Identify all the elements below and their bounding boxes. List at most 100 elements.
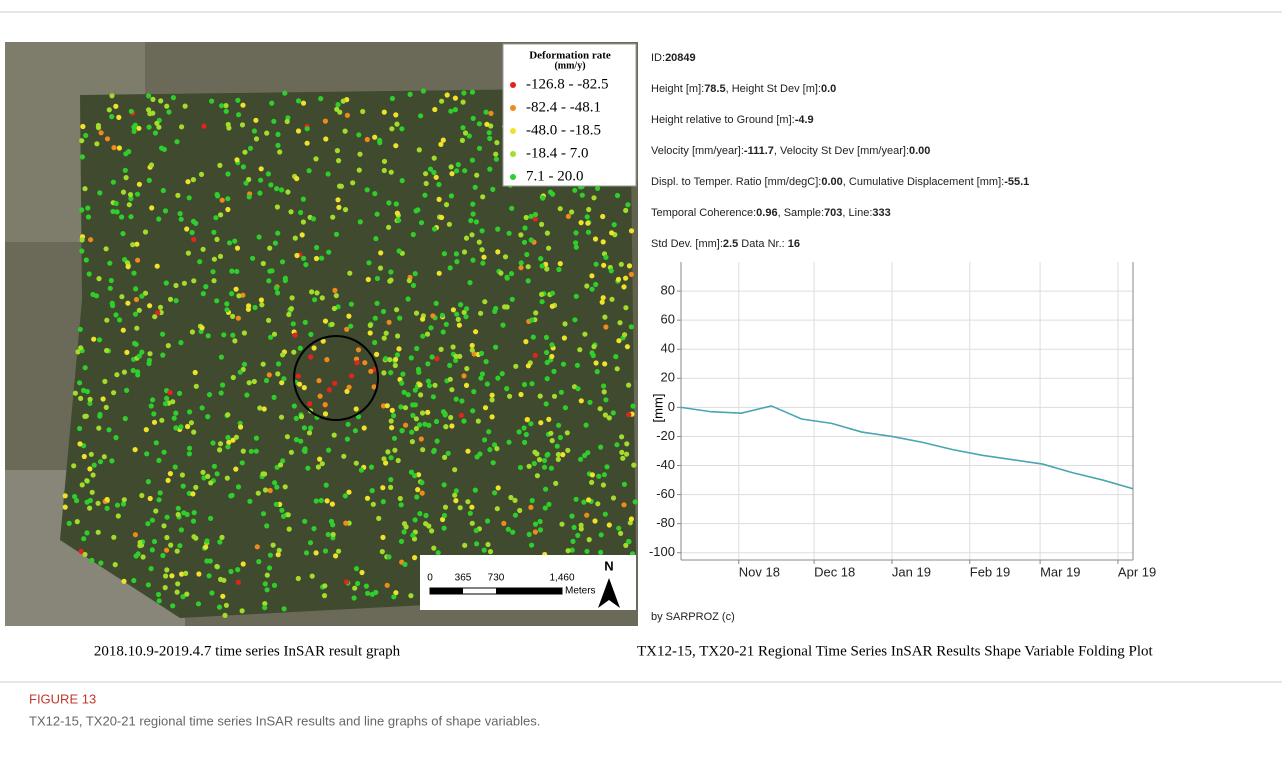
map-point bbox=[498, 271, 503, 276]
map-point bbox=[463, 314, 468, 319]
map-point bbox=[232, 239, 237, 244]
map-point bbox=[298, 210, 303, 215]
map-point bbox=[449, 164, 454, 169]
map-point bbox=[150, 518, 155, 523]
map-point bbox=[386, 554, 391, 559]
map-point bbox=[224, 307, 229, 312]
map-point bbox=[134, 326, 139, 331]
y-tick-label: 80 bbox=[661, 283, 675, 298]
map-legend: Deformation rate (mm/y) -126.8 - -82.5-8… bbox=[503, 44, 636, 186]
map-point bbox=[390, 96, 395, 101]
map-point bbox=[324, 483, 329, 488]
map-point bbox=[404, 524, 409, 529]
map-point bbox=[75, 519, 80, 524]
map-point bbox=[551, 369, 556, 374]
map-point bbox=[253, 118, 258, 123]
map-point bbox=[294, 176, 299, 181]
map-point bbox=[96, 426, 101, 431]
map-point bbox=[399, 126, 404, 131]
map-point bbox=[190, 491, 195, 496]
map-point bbox=[305, 466, 310, 471]
info-value: 2.5 bbox=[723, 238, 738, 250]
map-point bbox=[590, 472, 595, 477]
map-point bbox=[373, 590, 378, 595]
map-point bbox=[524, 432, 529, 437]
map-point bbox=[207, 392, 212, 397]
map-point bbox=[356, 132, 361, 137]
map-point bbox=[623, 276, 628, 281]
map-point bbox=[417, 382, 422, 387]
map-point bbox=[395, 352, 400, 357]
legend-swatch bbox=[510, 151, 516, 157]
map-point bbox=[616, 338, 621, 343]
map-point bbox=[394, 122, 399, 127]
y-tick-label: 60 bbox=[661, 312, 675, 327]
map-point bbox=[396, 218, 401, 223]
legend-label: -18.4 - 7.0 bbox=[526, 145, 589, 161]
map-point bbox=[146, 582, 151, 587]
map-point bbox=[587, 400, 592, 405]
map-point bbox=[486, 429, 491, 434]
map-point bbox=[257, 234, 262, 239]
map-point bbox=[279, 415, 284, 420]
map-point bbox=[113, 312, 118, 317]
map-point bbox=[281, 376, 286, 381]
map-point bbox=[352, 586, 357, 591]
map-point bbox=[83, 365, 88, 370]
map-point bbox=[562, 335, 567, 340]
map-point bbox=[419, 436, 424, 441]
map-point bbox=[63, 505, 68, 510]
map-point bbox=[540, 299, 545, 304]
map-point bbox=[314, 498, 319, 503]
map-point bbox=[241, 561, 246, 566]
map-point bbox=[98, 560, 103, 565]
map-point bbox=[263, 487, 268, 492]
map-point bbox=[242, 330, 247, 335]
map-point bbox=[77, 441, 82, 446]
map-point bbox=[631, 463, 636, 468]
map-point bbox=[105, 506, 110, 511]
info-value: -4.9 bbox=[795, 114, 814, 126]
map-point bbox=[218, 254, 223, 259]
x-tick-label: Mar 19 bbox=[1040, 564, 1080, 579]
map-point bbox=[88, 397, 93, 402]
map-point bbox=[264, 523, 269, 528]
map-point bbox=[215, 471, 220, 476]
map-point bbox=[332, 433, 337, 438]
map-point bbox=[467, 280, 472, 285]
map-point bbox=[546, 417, 551, 422]
map-point bbox=[488, 111, 493, 116]
map-point bbox=[380, 535, 385, 540]
map-point bbox=[292, 403, 297, 408]
map-point bbox=[402, 562, 407, 567]
map-point bbox=[613, 354, 618, 359]
map-point bbox=[420, 491, 425, 496]
map-point bbox=[171, 95, 176, 100]
map-point bbox=[249, 449, 254, 454]
map-point bbox=[177, 543, 182, 548]
map-point bbox=[179, 217, 184, 222]
map-point bbox=[283, 484, 288, 489]
map-point bbox=[432, 383, 437, 388]
map-point bbox=[139, 294, 144, 299]
map-point bbox=[573, 240, 578, 245]
map-point bbox=[451, 344, 456, 349]
map-point bbox=[205, 474, 210, 479]
map-point bbox=[436, 182, 441, 187]
map-point bbox=[324, 357, 329, 362]
map-point bbox=[477, 121, 482, 126]
map-point bbox=[439, 347, 444, 352]
map-point bbox=[619, 262, 624, 267]
map-point bbox=[437, 271, 442, 276]
map-point bbox=[180, 472, 185, 477]
map-point bbox=[146, 107, 151, 112]
map-point bbox=[127, 202, 132, 207]
map-point bbox=[236, 484, 241, 489]
map-point bbox=[616, 526, 621, 531]
y-axis-label: [mm] bbox=[650, 394, 665, 423]
map-point bbox=[97, 414, 102, 419]
map-point bbox=[235, 567, 240, 572]
map-point bbox=[204, 538, 209, 543]
map-point bbox=[538, 527, 543, 532]
map-point bbox=[193, 536, 198, 541]
